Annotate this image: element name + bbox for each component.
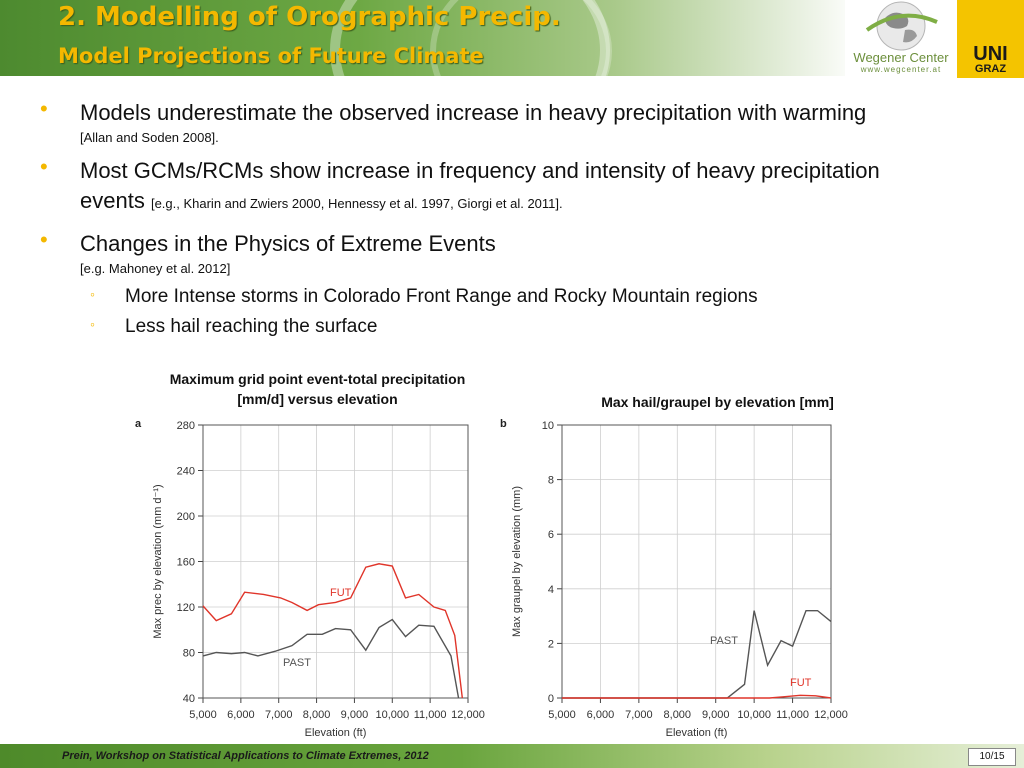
bullet-text: Models underestimate the observed increa… [80,98,1000,161]
panel-letter: a [135,418,142,430]
chart-a-title: Maximum grid point event-total precipita… [110,369,525,409]
y-tick-label: 80 [183,648,195,660]
y-tick-label: 160 [177,557,195,569]
x-tick-label: 12,000 [451,709,485,721]
footer-citation: Prein, Workshop on Statistical Applicati… [62,750,429,762]
x-axis-label: Elevation (ft) [305,727,367,739]
globe-decoration-inner [430,0,612,76]
series-label-fut: FUT [790,677,812,689]
bullet-icon: • [40,154,48,179]
x-tick-label: 10,000 [375,709,409,721]
y-tick-label: 6 [548,529,554,541]
x-tick-label: 5,000 [548,709,576,721]
y-tick-label: 2 [548,638,554,650]
y-tick-label: 280 [177,420,195,432]
x-tick-label: 11,000 [776,709,809,721]
chart-a-title-line1: Maximum grid point event-total precipita… [169,371,466,387]
y-tick-label: 200 [177,511,195,523]
bullet-reference: [e.g. Mahoney et al. 2012] [80,261,231,276]
x-tick-label: 10,000 [737,709,771,721]
chart-b-title: Max hail/graupel by elevation [mm] [601,394,834,410]
sub-bullet-icon: ◦ [90,286,95,302]
sub-bullet-icon: ◦ [90,316,95,332]
x-axis-label: Elevation (ft) [666,727,728,739]
graz-label: GRAZ [974,63,1007,75]
y-tick-label: 0 [548,693,554,705]
logo-url: www.wegcenter.at [860,65,942,74]
bullet-icon: • [40,96,48,121]
panel-letter: b [500,418,507,430]
series-line-fut [202,563,464,699]
series-line-fut [562,694,832,699]
slide-subtitle: Model Projections of Future Climate [58,44,484,68]
sub-bullet-text: Less hail reaching the surface [125,316,378,337]
globe-icon [865,1,938,51]
logo-name: Wegener Center [853,50,949,65]
x-tick-label: 12,000 [814,709,848,721]
plot-frame [561,424,832,699]
y-tick-label: 120 [177,602,195,614]
bullet-main-text: Models underestimate the observed increa… [80,100,867,125]
uni-label: UNI [973,43,1008,65]
y-tick-label: 40 [183,693,195,705]
x-tick-label: 8,000 [303,709,331,721]
x-tick-label: 9,000 [341,709,369,721]
bullet-icon: • [40,227,48,252]
y-tick-label: 240 [177,466,195,478]
x-tick-label: 11,000 [414,709,447,721]
wegener-center-logo: Wegener Center www.wegcenter.at [845,0,957,78]
series-label-fut: FUT [330,587,352,599]
x-tick-label: 8,000 [664,709,692,721]
series-line-past [202,618,460,699]
x-tick-label: 7,000 [625,709,653,721]
x-tick-label: 6,000 [227,709,255,721]
bullet-main-text: Changes in the Physics of Extreme Events [80,231,496,256]
x-tick-label: 9,000 [702,709,730,721]
x-tick-label: 7,000 [265,709,293,721]
uni-graz-logo: UNI GRAZ [957,0,1024,78]
chart-a-title-line2: [mm/d] versus elevation [237,391,398,407]
plot-frame [202,424,469,699]
bullet-reference: [Allan and Soden 2008]. [80,130,219,145]
series-label-past: PAST [283,657,311,669]
x-tick-label: 5,000 [189,709,217,721]
series-label-past: PAST [710,635,738,647]
bullet-reference: [e.g., Kharin and Zwiers 2000, Hennessy … [150,196,563,211]
sub-bullet-text: More Intense storms in Colorado Front Ra… [125,286,758,307]
bullet-text: Changes in the Physics of Extreme Events… [80,229,1000,292]
slide-title: 2. Modelling of Orographic Precip. [58,2,561,32]
bullet-main-text: Most GCMs/RCMs show increase in frequenc… [80,158,880,213]
y-axis-label: Max prec by elevation (mm d⁻¹) [152,484,164,638]
bullet-text: Most GCMs/RCMs show increase in frequenc… [80,156,900,219]
y-tick-label: 8 [548,475,554,487]
y-axis-label: Max graupel by elevation (mm) [511,486,523,637]
page-number: 10/15 [968,748,1016,766]
y-tick-label: 4 [548,584,554,596]
footer-bar: Prein, Workshop on Statistical Applicati… [0,744,1024,768]
x-tick-label: 6,000 [587,709,615,721]
series-line-past [562,609,832,699]
y-tick-label: 10 [542,420,554,432]
